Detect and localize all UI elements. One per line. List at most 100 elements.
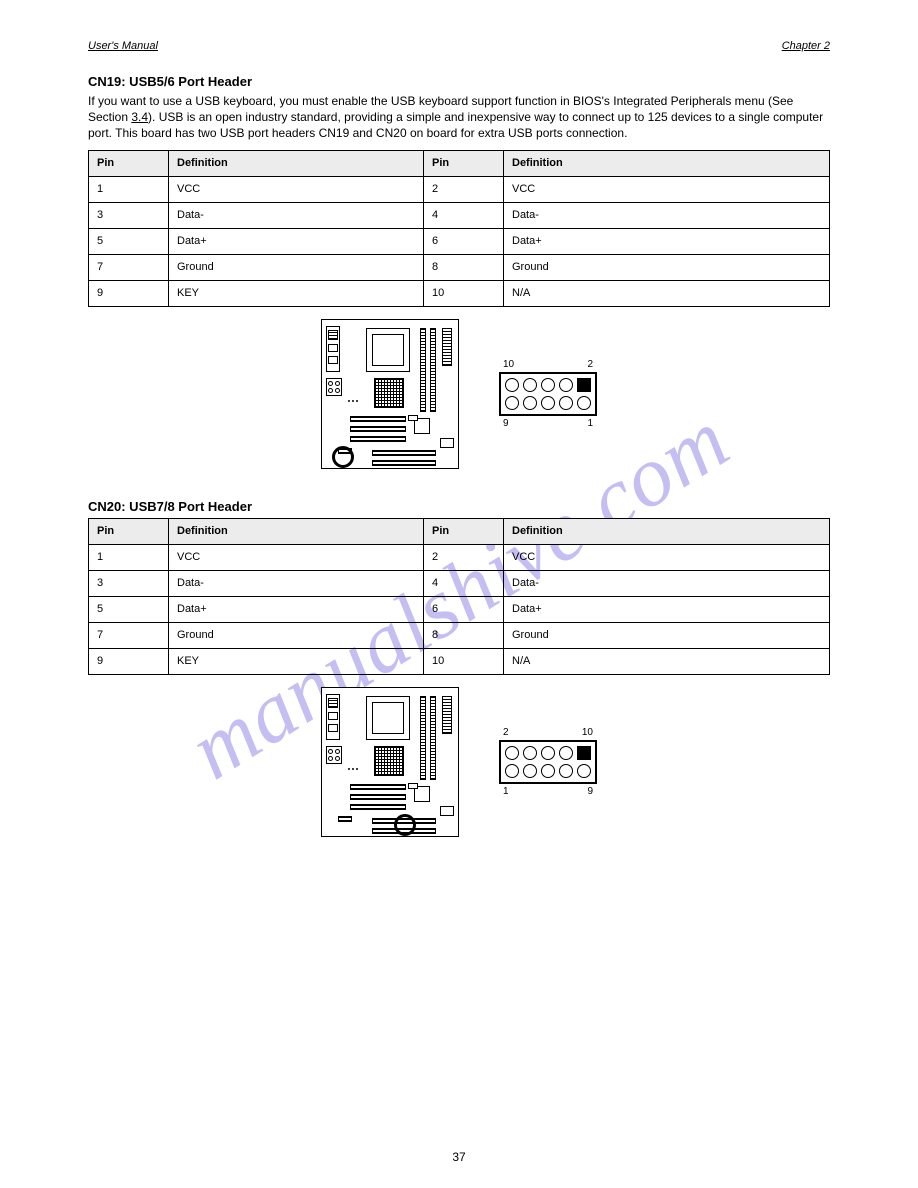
table-row: 1VCC2VCC [89,176,830,202]
table-cell: VCC [169,544,424,570]
table-cell: 5 [89,596,169,622]
pin-icon [523,378,537,392]
table-cell: VCC [169,176,424,202]
table-cell: Data+ [504,596,830,622]
table-cell: KEY [169,648,424,674]
pin-icon [505,396,519,410]
col-header: Definition [169,150,424,176]
table-cell: 8 [424,254,504,280]
pin-label: 9 [587,786,593,797]
pin-label: 9 [503,418,509,429]
table-cell: KEY [169,280,424,306]
table-cell: 7 [89,254,169,280]
motherboard-diagram-2 [321,687,459,837]
pin-label: 10 [582,727,593,738]
table-row: 7Ground8Ground [89,254,830,280]
table-cell: Data- [504,202,830,228]
table-cell: 3 [89,202,169,228]
table-row: 9KEY10N/A [89,648,830,674]
pin-icon [559,378,573,392]
pin-icon [505,378,519,392]
table-cell: Data- [169,202,424,228]
pin-icon [559,746,573,760]
conn1-labels-top: 10 2 [499,359,597,370]
col-header: Pin [424,518,504,544]
col-header: Definition [504,518,830,544]
table-cell: Ground [169,622,424,648]
table-cell: Data- [169,570,424,596]
table-row: 3Data-4Data- [89,202,830,228]
table-cell: 9 [89,648,169,674]
section1-desc-suffix: ). USB is an open industry standard, pro… [88,110,823,140]
table-row: 5Data+6Data+ [89,596,830,622]
col-header: Definition [169,518,424,544]
col-header: Pin [89,150,169,176]
header-left: User's Manual [88,40,158,52]
table-header-row: Pin Definition Pin Definition [89,518,830,544]
pin-icon [541,378,555,392]
section2-figure: 2 10 1 [88,687,830,837]
pin-label: 2 [587,359,593,370]
table-cell: Data+ [169,228,424,254]
table-cell: 2 [424,176,504,202]
pin-icon [541,764,555,778]
table-cell: 3 [89,570,169,596]
page-content: User's Manual Chapter 2 CN19: USB5/6 Por… [88,40,830,867]
table-row: 5Data+6Data+ [89,228,830,254]
pin-label: 1 [503,786,509,797]
col-header: Pin [89,518,169,544]
table-cell: 4 [424,570,504,596]
table-cell: VCC [504,176,830,202]
section2-table: Pin Definition Pin Definition 1VCC2VCC3D… [88,518,830,675]
location-marker-icon [394,814,416,836]
pin1-icon [577,746,591,760]
pin-icon [523,396,537,410]
pin-icon [541,396,555,410]
page-number: 37 [0,1150,918,1164]
location-marker-icon [332,446,354,468]
pin-icon [541,746,555,760]
table-cell: N/A [504,280,830,306]
pin-icon [523,746,537,760]
pin-label: 1 [587,418,593,429]
conn2-labels-top: 2 10 [499,727,597,738]
table-cell: Ground [504,254,830,280]
header-right: Chapter 2 [782,40,830,52]
table-cell: 10 [424,280,504,306]
table-cell: 9 [89,280,169,306]
section2-title: CN20: USB7/8 Port Header [88,499,830,514]
table-cell: Data+ [169,596,424,622]
table-cell: 1 [89,176,169,202]
col-header: Definition [504,150,830,176]
table-cell: 4 [424,202,504,228]
pin-icon [505,764,519,778]
section2-tbody: 1VCC2VCC3Data-4Data-5Data+6Data+7Ground8… [89,544,830,674]
table-cell: N/A [504,648,830,674]
section1-figure: 10 2 9 [88,319,830,469]
table-cell: Data+ [504,228,830,254]
connector-diagram-1: 10 2 9 [499,359,597,429]
table-row: 9KEY10N/A [89,280,830,306]
table-row: 3Data-4Data- [89,570,830,596]
pin-icon [559,396,573,410]
table-cell: 6 [424,228,504,254]
pin-icon [577,396,591,410]
table-cell: Ground [504,622,830,648]
pin-icon [505,746,519,760]
section1-desc: If you want to use a USB keyboard, you m… [88,93,830,142]
table-header-row: Pin Definition Pin Definition [89,150,830,176]
connector-body [499,372,597,416]
table-row: 7Ground8Ground [89,622,830,648]
table-cell: VCC [504,544,830,570]
section1-desc-link[interactable]: 3.4 [131,110,148,124]
conn1-labels-bot: 9 1 [499,418,597,429]
pin-icon [523,764,537,778]
connector-body [499,740,597,784]
table-cell: Data- [504,570,830,596]
pin-label: 2 [503,727,509,738]
table-cell: Ground [169,254,424,280]
connector-diagram-2: 2 10 1 [499,727,597,797]
section1-table: Pin Definition Pin Definition 1VCC2VCC3D… [88,150,830,307]
table-cell: 7 [89,622,169,648]
pin-icon [559,764,573,778]
